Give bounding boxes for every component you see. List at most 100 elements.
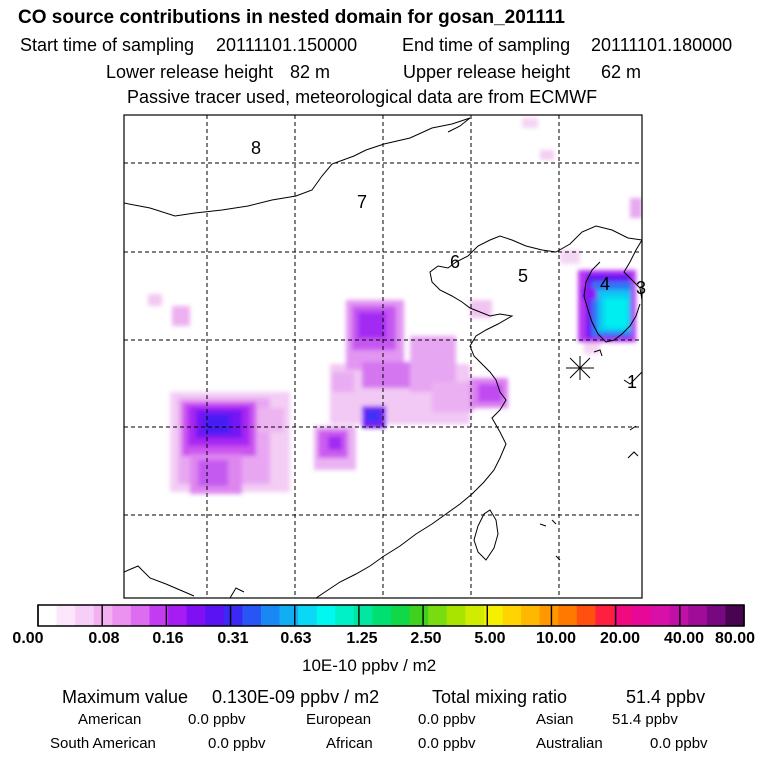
start-time-label: Start time of sampling (20, 35, 195, 55)
colorbar-segment (130, 605, 151, 626)
plume-patch (328, 436, 342, 450)
coastline (315, 225, 642, 598)
colorbar-tick-label: 0.31 (217, 630, 249, 647)
korea-coast (583, 261, 641, 343)
source-name: African (326, 735, 373, 752)
plume-patch (584, 340, 600, 354)
border-line (229, 587, 245, 598)
colorbar-tick-label: 0.00 (12, 630, 44, 647)
source-name: European (306, 711, 372, 728)
source-value: 0.0 ppbv (188, 711, 246, 728)
colorbar-tick-label: 5.00 (474, 630, 506, 647)
colorbar-segment (223, 605, 243, 626)
source-value: 0.0 ppbv (418, 735, 476, 752)
max-value-label: Maximum value (62, 687, 189, 707)
colorbar-segment (651, 605, 671, 626)
upper-height-label: Upper release height (403, 62, 571, 82)
plume-patch (358, 312, 386, 338)
region-label-8: 8 (251, 138, 261, 158)
colorbar-segment (38, 605, 58, 626)
colorbar-tick-label: 2.50 (410, 630, 442, 647)
colorbar-segment (502, 605, 522, 626)
island-coast (539, 519, 561, 561)
colorbar-segment (632, 605, 652, 626)
colorbar-segment (576, 605, 596, 626)
concentration-field (148, 118, 642, 494)
plume-patch (604, 298, 628, 328)
total-mixing-label: Total mixing ratio (432, 687, 568, 707)
source-value: 0.0 ppbv (650, 735, 708, 752)
colorbar (37, 604, 745, 627)
taiwan-coast (473, 509, 499, 561)
colorbar-segment (521, 605, 541, 626)
source-name: American (78, 711, 142, 728)
colorbar-unit: 10E-10 ppbv / m2 (302, 656, 437, 675)
map-title: CO source contributions in nested domain… (18, 7, 565, 28)
colorbar-segment (316, 605, 336, 626)
colorbar-tick-label: 10.00 (535, 630, 577, 647)
lower-height-value: 82 m (290, 62, 331, 82)
border-line (124, 565, 195, 597)
colorbar-segment (391, 605, 411, 626)
colorbar-segment (558, 605, 578, 626)
border-line (124, 117, 471, 217)
colorbar-segment (298, 605, 318, 626)
plume-patch (582, 288, 596, 300)
colorbar-segment (595, 605, 615, 626)
colorbar-segment (56, 605, 76, 626)
colorbar-segment (112, 605, 132, 626)
colorbar-tick-label: 1.25 (346, 630, 378, 647)
island-coast (627, 451, 639, 459)
colorbar-segment (465, 605, 485, 626)
plume-patch (540, 150, 554, 160)
upper-height-value: 62 m (601, 62, 642, 82)
source-name: Australian (536, 735, 603, 752)
coastline (623, 239, 642, 301)
plume-patch (366, 410, 380, 422)
island-coast (629, 425, 637, 431)
region-label-3: 3 (636, 278, 646, 298)
colorbar-segment (242, 605, 262, 626)
plume-patch (148, 294, 162, 306)
colorbar-segment (260, 605, 281, 626)
colorbar-tick-label: 80.00 (714, 630, 756, 647)
plume-patch (198, 460, 228, 486)
start-time-value: 20111101.150000 (216, 35, 358, 55)
colorbar-tick-label: 20.00 (599, 630, 641, 647)
plume-patch (172, 306, 190, 326)
colorbar-segment (93, 605, 113, 626)
colorbar-segment (428, 605, 448, 626)
lower-height-label: Lower release height (106, 62, 274, 82)
colorbar-segment (613, 605, 634, 626)
colorbar-tick-label: 40.00 (663, 630, 705, 647)
region-label-7: 7 (357, 192, 367, 212)
total-mixing-value: 51.4 ppbv (626, 687, 706, 707)
colorbar-segment (75, 605, 95, 626)
max-value: 0.130E-09 ppbv / m2 (212, 687, 380, 707)
source-value: 0.0 ppbv (418, 711, 476, 728)
coastline (623, 371, 642, 385)
plume-patch (522, 118, 538, 128)
colorbar-frame (37, 604, 745, 627)
plume-patch (630, 198, 642, 218)
plume-patch (258, 408, 284, 432)
end-time-label: End time of sampling (402, 35, 571, 55)
colorbar-segment (279, 605, 299, 626)
colorbar-segment (168, 605, 188, 626)
plume-patch (332, 372, 354, 392)
tracer-note: Passive tracer used, meteorological data… (127, 87, 598, 107)
source-value: 51.4 ppbv (612, 711, 678, 728)
region-label-5: 5 (518, 266, 528, 286)
colorbar-segment (446, 605, 466, 626)
colorbar-segment (149, 605, 169, 626)
plume-patch (432, 382, 474, 412)
island-coast (593, 349, 603, 357)
colorbar-tick-label: 0.16 (152, 630, 184, 647)
coastlines (124, 117, 642, 598)
plume-patch (204, 414, 230, 434)
plume-patch (470, 300, 492, 318)
colorbar-segment (372, 605, 392, 626)
source-value: 0.0 ppbv (208, 735, 266, 752)
colorbar-segment (186, 605, 206, 626)
